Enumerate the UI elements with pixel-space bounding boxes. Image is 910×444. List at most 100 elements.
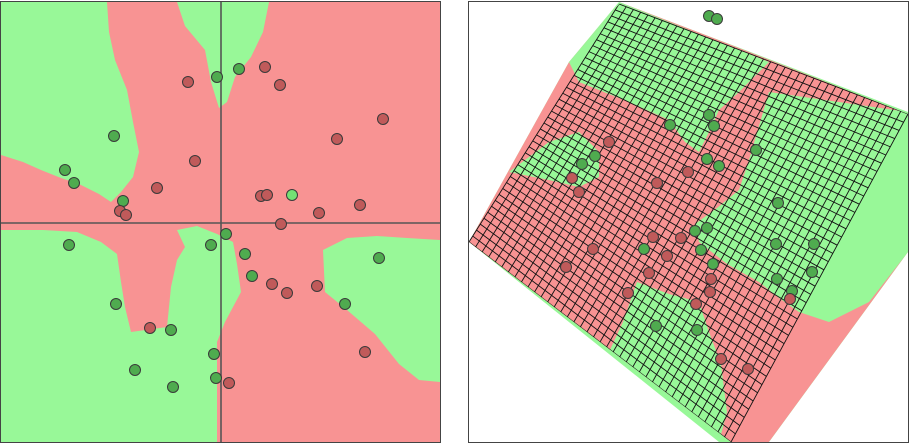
data-point-class-a [274, 79, 286, 91]
grid-line [704, 102, 880, 423]
data-point-class-a [331, 133, 343, 145]
data-point-class-a [742, 363, 754, 375]
grid-line [502, 188, 772, 369]
left-panel-decision-boundary [0, 1, 441, 443]
data-point-class-a [560, 261, 572, 273]
grid-line [498, 194, 767, 377]
data-point-class-a [573, 186, 585, 198]
data-point-class-a [359, 346, 371, 358]
grid-line [730, 113, 908, 442]
data-point-class-b [208, 348, 220, 360]
right-decision-plot [469, 2, 908, 442]
data-point-class-a [715, 353, 727, 365]
class-b-region-bottom-left [1, 226, 241, 442]
data-point-class-a [354, 199, 366, 211]
grid-line [678, 91, 851, 403]
data-point-class-a [189, 155, 201, 167]
class-b-region-transformed-right [695, 92, 908, 322]
data-point-class-a [682, 166, 694, 178]
data-point-class-b [286, 189, 298, 201]
data-point-class-b [708, 120, 720, 132]
right-data-points [560, 10, 820, 375]
data-point-class-a [705, 273, 717, 285]
data-point-class-a [587, 243, 599, 255]
data-point-class-b [167, 381, 179, 393]
data-point-class-a [377, 113, 389, 125]
grid-line [487, 211, 754, 402]
data-point-class-a [313, 207, 325, 219]
data-point-class-b [165, 324, 177, 336]
data-point-class-a [281, 287, 293, 299]
data-point-class-a [661, 250, 673, 262]
data-point-class-b [695, 244, 707, 256]
grid-line [697, 100, 873, 418]
data-point-class-b [689, 225, 701, 237]
data-point-class-a [275, 218, 287, 230]
data-point-class-b [59, 164, 71, 176]
data-point-class-b [117, 195, 129, 207]
data-point-class-a [651, 177, 663, 189]
data-point-class-b [589, 150, 601, 162]
data-point-class-b [701, 153, 713, 165]
data-point-class-a [261, 189, 273, 201]
grid-line [506, 182, 776, 361]
data-point-class-a [223, 377, 235, 389]
grid-line [521, 158, 794, 328]
data-point-class-b [233, 63, 245, 75]
grid-line [472, 235, 736, 435]
data-point-class-b [771, 273, 783, 285]
data-point-class-b [339, 298, 351, 310]
grid-line [517, 164, 789, 336]
grid-line [612, 64, 779, 353]
grid-line [652, 80, 822, 383]
data-point-class-a [622, 287, 634, 299]
data-point-class-b [707, 258, 719, 270]
right-panel-transformed-grid [468, 1, 909, 443]
grid-line [658, 83, 829, 388]
data-point-class-b [638, 243, 650, 255]
data-point-class-b [205, 239, 217, 251]
data-point-class-a [690, 298, 702, 310]
data-point-class-a [144, 322, 156, 334]
data-point-class-b [373, 252, 385, 264]
data-point-class-b [713, 160, 725, 172]
data-point-class-a [259, 61, 271, 73]
data-point-class-b [750, 144, 762, 156]
data-point-class-a [311, 280, 323, 292]
grid-line [491, 205, 758, 394]
data-point-class-b [701, 222, 713, 234]
data-point-class-a [704, 286, 716, 298]
grid-line [513, 170, 785, 344]
data-point-class-a [120, 209, 132, 221]
data-point-class-b [108, 130, 120, 142]
class-b-region-transformed-top [569, 2, 769, 152]
grid-line [665, 86, 837, 393]
data-point-class-b [691, 324, 703, 336]
data-point-class-b [806, 266, 818, 278]
data-point-class-b [220, 228, 232, 240]
data-point-class-b [650, 320, 662, 332]
data-point-class-b [68, 177, 80, 189]
data-point-class-b [808, 238, 820, 250]
data-point-class-b [110, 298, 122, 310]
data-point-class-b [63, 239, 75, 251]
class-b-region-bottom-right [323, 236, 440, 382]
data-point-class-b [246, 270, 258, 282]
grid-line [619, 67, 786, 358]
data-point-class-a [566, 172, 578, 184]
data-point-class-b [239, 248, 251, 260]
data-point-class-b [211, 71, 223, 83]
transformed-regions [469, 2, 908, 442]
data-point-class-b [576, 158, 588, 170]
data-point-class-b [703, 109, 715, 121]
data-point-class-b [664, 119, 676, 131]
data-point-class-a [151, 182, 163, 194]
data-point-class-a [603, 136, 615, 148]
grid-line [717, 108, 894, 433]
grid-line [638, 75, 808, 373]
class-b-region-top-center [177, 2, 269, 108]
grid-line [710, 105, 887, 428]
grid-line [645, 78, 815, 378]
grid-line [632, 72, 801, 368]
grid-line [476, 229, 741, 426]
